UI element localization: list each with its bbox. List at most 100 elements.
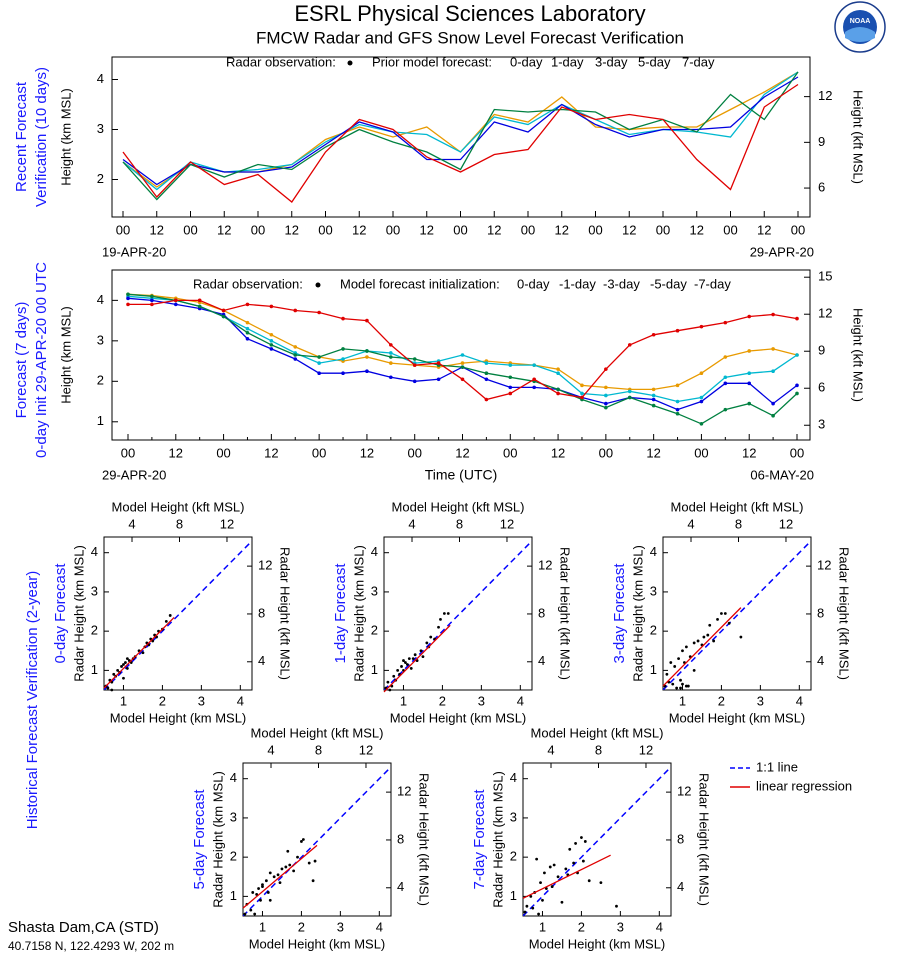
x-tick-label: 1 [400, 693, 407, 708]
scatter-point [537, 912, 540, 916]
regression-line [103, 616, 175, 689]
y-tick-label: 4 [97, 71, 104, 86]
y-tick-label: 2 [230, 849, 237, 864]
x-tick-label: 1 [259, 919, 266, 934]
x-tick-label: 2 [159, 693, 166, 708]
y2-tick-label: 4 [677, 879, 684, 894]
scatter-point [313, 859, 317, 863]
series-point [699, 395, 704, 400]
series-point [245, 320, 250, 325]
series-point [341, 357, 345, 361]
y-tick-label: 1 [230, 888, 237, 903]
series-point [221, 308, 226, 313]
scatter-point [164, 619, 168, 623]
page-title: ESRL Physical Sciences Laboratory [294, 1, 645, 26]
y-tick-label: 4 [650, 544, 657, 559]
one-to-one-line [384, 540, 532, 690]
series-point [580, 383, 584, 388]
scatter-point [525, 904, 529, 908]
one-to-one-line [663, 540, 811, 690]
x-axis-label: Model Height (km MSL) [529, 936, 666, 951]
x2-tick-label: 8 [735, 516, 742, 531]
legend-models: Prior model forecast: [372, 54, 492, 69]
x-axis-label: Time (UTC) [425, 467, 498, 483]
series-point [221, 314, 226, 319]
series-point [723, 407, 728, 412]
plot-frame [111, 56, 811, 218]
y-tick-label: 3 [91, 583, 98, 598]
one-to-one-line [104, 540, 252, 690]
series-line [122, 71, 799, 191]
series-point [389, 343, 393, 347]
scatter-point [556, 875, 560, 879]
scatter-point [278, 881, 282, 885]
series-point [580, 391, 584, 396]
scatter-point [665, 672, 669, 676]
x-tick-label: 2 [439, 693, 446, 708]
scatter-point [523, 910, 527, 914]
y2-tick-label: 8 [538, 605, 545, 620]
series-point [365, 349, 369, 353]
y2-tick-label: 15 [818, 269, 832, 284]
x-tick-label: 12 [555, 222, 569, 237]
legend-entry: 0-day [510, 54, 543, 69]
series-point [365, 355, 369, 359]
scatter-point [268, 871, 272, 875]
scatter-point [535, 857, 539, 861]
scatter-point [560, 900, 564, 904]
scatter-point [419, 649, 423, 653]
station-location: 40.7158 N, 122.4293 W, 202 m [8, 939, 174, 953]
x-tick-label: 1 [539, 919, 546, 934]
scatter-point [580, 836, 583, 839]
scatter-point [141, 651, 145, 655]
legend-entry: 1:1 line [756, 759, 798, 774]
scatter-point [574, 842, 577, 845]
y2-tick-label: 12 [258, 558, 272, 573]
y-tick-label: 1 [371, 662, 378, 677]
scatter-point [539, 881, 542, 885]
series-point [245, 337, 250, 341]
series-point [771, 413, 775, 418]
series-point [771, 347, 775, 351]
scatter-point [300, 840, 303, 843]
x-tick-label: 4 [796, 693, 803, 708]
scatter-point [292, 869, 296, 873]
scatter-point [425, 641, 429, 645]
scatter-point [446, 612, 450, 615]
series-point [317, 371, 321, 376]
series-point [245, 326, 250, 331]
series-point [365, 369, 369, 373]
series-point [365, 318, 369, 323]
series-point [245, 330, 250, 335]
scatter-point [681, 649, 684, 653]
x-tick-label: 3 [337, 919, 344, 934]
panel-title: 0-day Forecast [52, 563, 69, 664]
x2-tick-label: 12 [500, 516, 514, 531]
scatter-point [706, 633, 710, 637]
y-axis-label: Height (km MSL) [58, 306, 73, 404]
x-tick-label: 00 [251, 222, 265, 237]
y-tick-label: 4 [510, 770, 517, 785]
series-point [317, 310, 321, 315]
scatter-point [253, 912, 257, 916]
x-tick-label: 1 [120, 693, 127, 708]
scatter-point [110, 688, 114, 692]
scatter-point [296, 855, 299, 859]
x2-tick-label: 12 [779, 516, 793, 531]
series-point [699, 324, 704, 329]
scatter-point [675, 686, 679, 690]
x-tick-label: 00 [386, 222, 400, 237]
scatter-point [669, 661, 673, 664]
x-tick-label: 4 [376, 919, 383, 934]
series-point [341, 347, 345, 351]
y-tick-label: 3 [371, 583, 378, 598]
scatter-point [679, 678, 682, 682]
series-point [245, 302, 250, 307]
series-point [293, 353, 298, 357]
y-axis-label: Height (km MSL) [58, 88, 73, 186]
date-end: 06-MAY-20 [750, 467, 814, 482]
scatter-point [587, 879, 591, 883]
y-axis-label: Radar Height (km MSL) [630, 545, 645, 682]
series-point [532, 385, 536, 390]
scatter-point [257, 887, 260, 890]
